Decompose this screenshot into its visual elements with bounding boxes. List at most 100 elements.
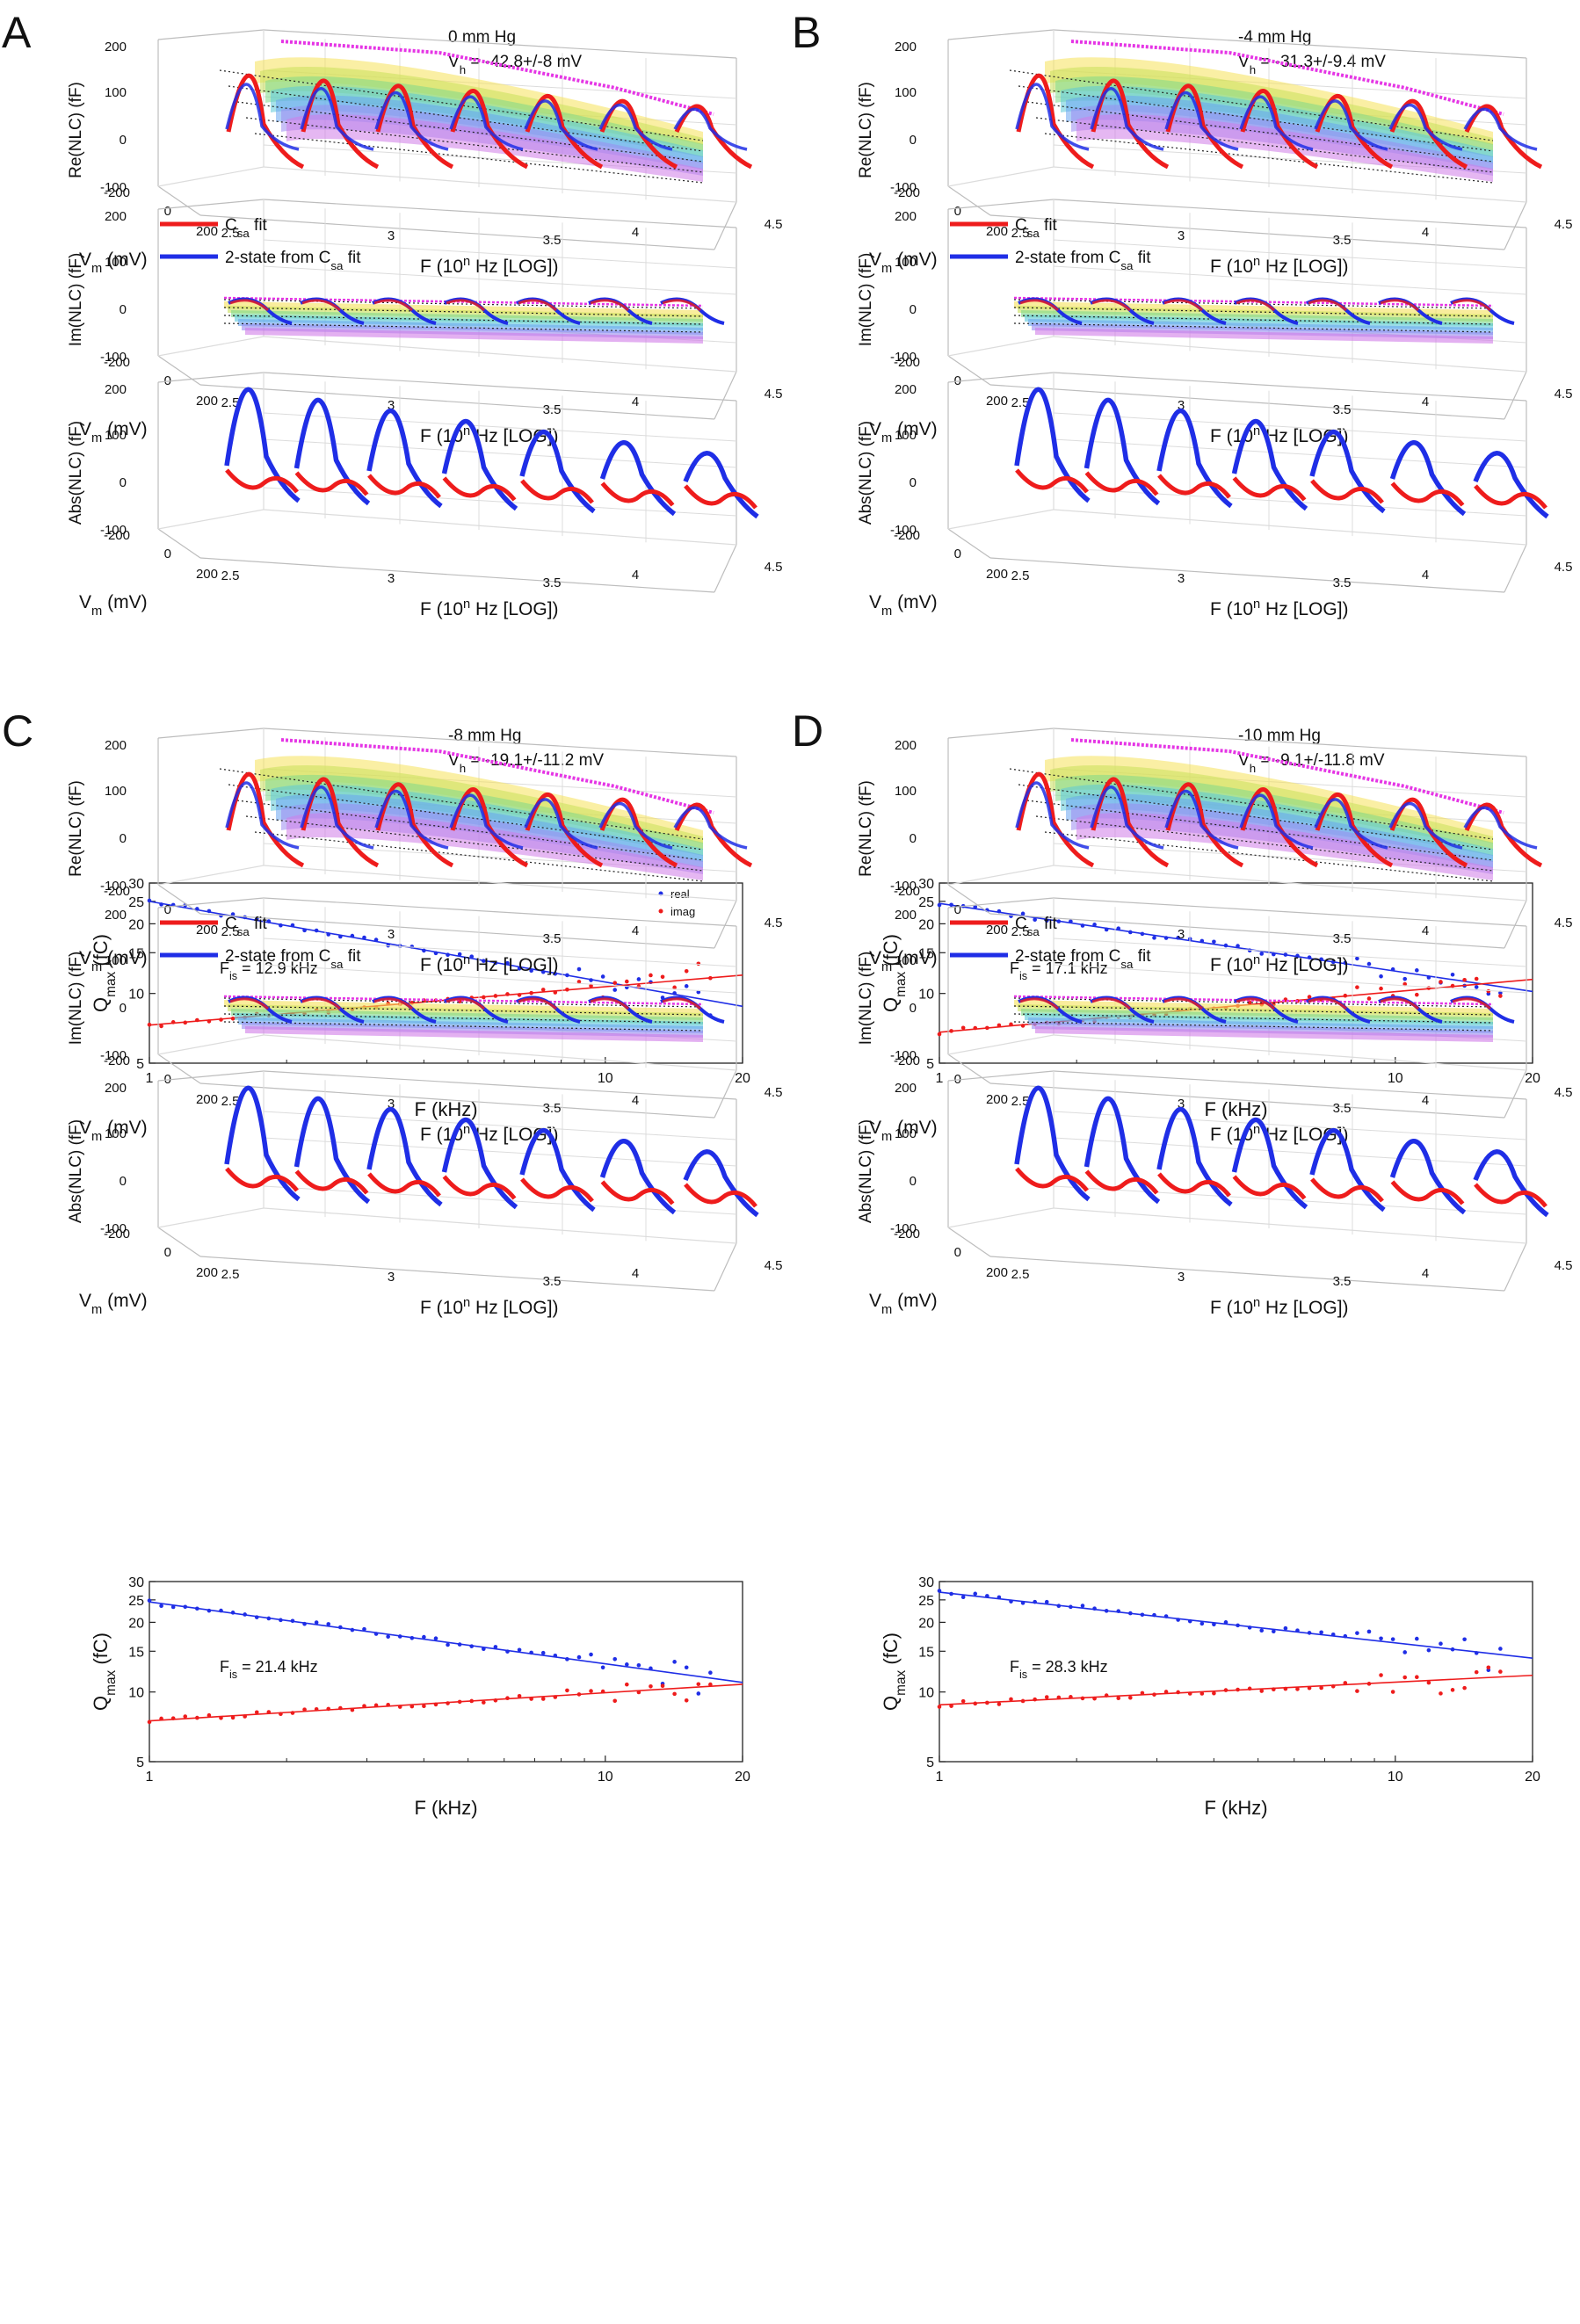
vm-axis-label: Vm (mV) [79, 419, 148, 445]
csa-fit-curve [1019, 997, 1059, 1010]
f-tick: 3 [1178, 927, 1185, 942]
data-point-imag [1402, 981, 1408, 987]
data-point-imag [553, 990, 558, 995]
two-state-curve [1164, 90, 1239, 151]
data-point-real [612, 988, 618, 992]
fis-eq: = [237, 959, 256, 977]
fis-symbol: F [220, 1658, 229, 1676]
f-label-exp: n [463, 255, 470, 269]
data-point-imag [997, 1023, 1002, 1028]
data-point-real [1223, 943, 1228, 948]
legend-two-state-fit: 2-state from Csa fit [225, 249, 361, 272]
z-tick: 100 [895, 85, 917, 100]
grid-line [263, 438, 737, 468]
abs-csa-curve [367, 1172, 441, 1198]
abs-two-state-curve [683, 1149, 759, 1218]
axis-edge [989, 1256, 1505, 1292]
legend-two-state: 2-state from C [225, 947, 330, 966]
abs-two-state-curve [519, 1127, 596, 1213]
two-state-curve [225, 781, 300, 850]
data-trace [1018, 85, 1494, 152]
legend-csa-suffix: fit [1040, 915, 1058, 933]
surface-band [245, 1026, 703, 1042]
fis-symbol: F [220, 959, 229, 977]
axis-edge [199, 557, 715, 593]
f-tick: 3 [1178, 1270, 1185, 1285]
abs-two-state-curve [1309, 1127, 1386, 1213]
data-point-real [636, 1662, 641, 1668]
data-point-real [672, 1660, 677, 1664]
data-point-imag [589, 1689, 593, 1693]
data-trace [254, 133, 704, 184]
z-tick: -100 [100, 523, 127, 538]
data-point-imag [482, 1700, 486, 1705]
abs-two-state-curve [441, 1117, 518, 1210]
y-tick-label: 30 [128, 1575, 144, 1590]
csa-fit-curve [1163, 997, 1203, 1010]
y-axis-label: Qmax (fC) [880, 1633, 909, 1711]
data-point-real [1069, 1604, 1073, 1610]
f-tick: 3 [1178, 571, 1185, 586]
vm-tick: -200 [104, 1227, 130, 1242]
ylabel-q: Q [90, 997, 112, 1012]
data-point-real [589, 978, 593, 982]
data-point-imag [1415, 992, 1419, 997]
vm-tick: 0 [164, 902, 171, 917]
legend-csa-sub: sa [1027, 925, 1040, 938]
f-axis-label: F (10n Hz [LOG]) [420, 1296, 559, 1318]
y-tick-label: 10 [918, 988, 934, 1003]
two-state-curve [598, 103, 673, 151]
vh-value: -19.1+/-11.2 [485, 751, 575, 770]
f-tick: 3 [1178, 1097, 1185, 1111]
two-state-curve [374, 90, 449, 151]
axis-edge [199, 1082, 715, 1119]
two-state-curve [673, 107, 748, 151]
data-point-imag [1319, 1685, 1323, 1691]
data-point-imag [1474, 976, 1479, 981]
z-tick: -100 [100, 1048, 127, 1063]
data-point-imag [612, 1698, 618, 1704]
vm-tick: 200 [196, 394, 218, 409]
f-tick: 2.5 [1011, 568, 1030, 583]
vh-label: Vh = -9.1+/-11.8 mV [1238, 751, 1385, 775]
z-tick: 0 [120, 133, 127, 148]
vh-unit: mV [1360, 53, 1386, 71]
data-point-imag [540, 1697, 546, 1701]
data-point-real [997, 909, 1002, 914]
grid-line [1053, 412, 1527, 442]
y-tick-label: 10 [128, 1686, 144, 1701]
grid-line [1053, 438, 1527, 468]
x-axis-label: F (kHz) [414, 1797, 477, 1819]
data-point-imag [1152, 1692, 1156, 1697]
data-point-real [589, 1652, 593, 1657]
z-axis-label: Im(NLC) (fF) [857, 253, 875, 347]
z-tick: 100 [895, 1126, 917, 1141]
data-point-real [195, 907, 199, 911]
ylabel-unit: (fC) [880, 934, 902, 972]
vm-symbol: V [869, 250, 881, 270]
z-tick: 200 [895, 382, 917, 397]
magenta-trace [1070, 40, 1504, 116]
f-axis-label: F (10n Hz [LOG]) [1210, 1296, 1349, 1318]
data-point-real [1163, 1614, 1169, 1618]
data-point-real [422, 948, 426, 953]
data-point-imag [195, 1017, 199, 1023]
fis-symbol: F [1010, 1658, 1019, 1676]
z-axis-label: Im(NLC) (fF) [857, 952, 875, 1046]
data-point-real [314, 928, 319, 933]
y-tick-label: 15 [918, 946, 934, 961]
abs-csa-curve [442, 1175, 517, 1200]
f-tick: 2.5 [221, 568, 240, 583]
grid-line [1053, 1137, 1527, 1167]
grid-line [263, 239, 737, 269]
vm-symbol: V [869, 1291, 881, 1311]
data-point-imag [493, 1698, 498, 1703]
vh-unit: mV [1359, 751, 1385, 770]
data-point-imag [696, 961, 701, 967]
data-point-imag [159, 1716, 163, 1721]
z-tick: 0 [910, 302, 917, 317]
data-point-imag [183, 1714, 188, 1719]
vm-axis-label: Vm (mV) [79, 250, 148, 276]
vm-axis-label: Vm (mV) [869, 948, 938, 974]
